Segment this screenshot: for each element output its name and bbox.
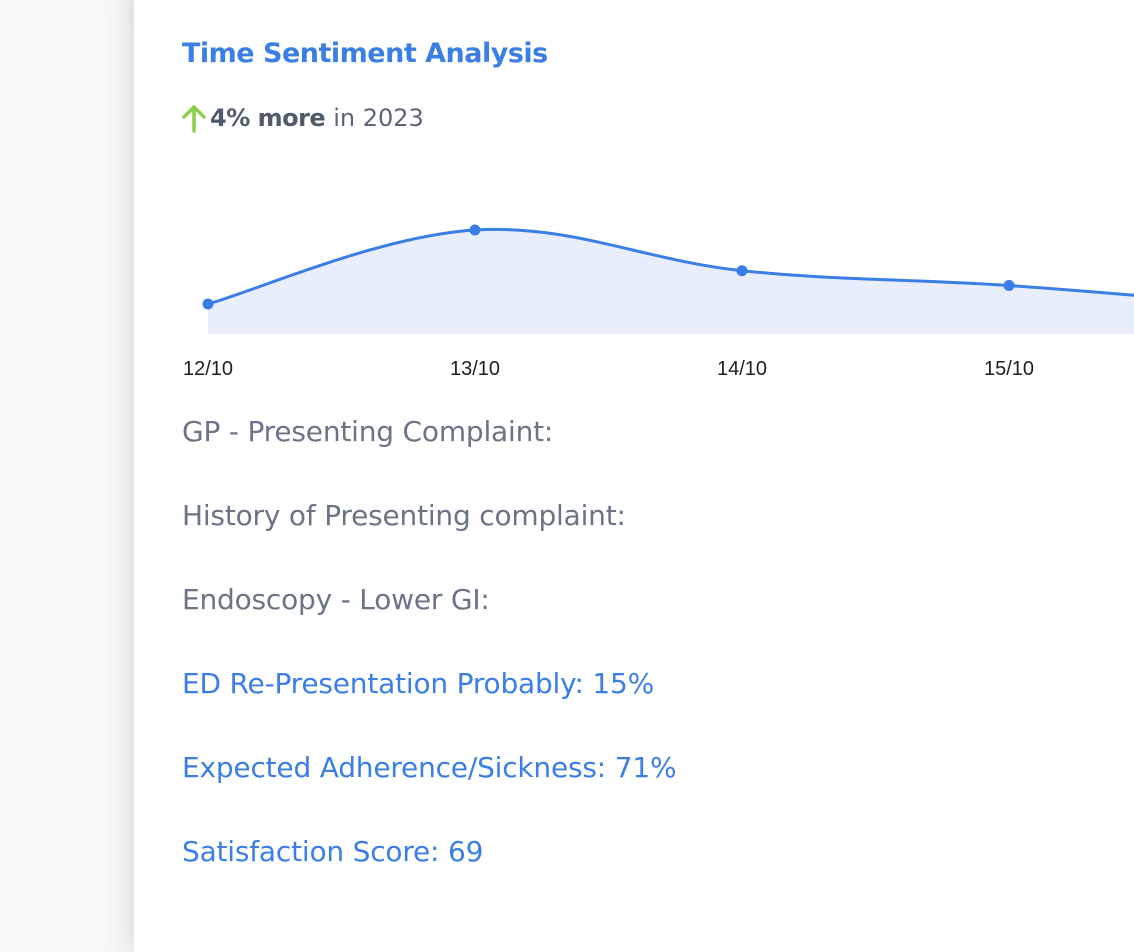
data-point[interactable]: [1003, 280, 1015, 291]
info-line: ED Re-Presentation Probably: 15%: [182, 667, 655, 700]
info-line: Endoscopy - Lower GI:: [182, 583, 490, 616]
arrow-up-icon: [180, 103, 208, 133]
info-list: GP - Presenting Complaint: History of Pre…: [182, 412, 1082, 916]
series-area: [208, 229, 1134, 334]
info-line: History of Presenting complaint:: [182, 499, 626, 532]
x-tick-label: 15/10: [984, 358, 1034, 380]
data-point[interactable]: [736, 265, 748, 277]
info-line: Satisfaction Score: 69: [182, 835, 484, 868]
info-line: GP - Presenting Complaint:: [182, 415, 554, 448]
x-tick-label: 12/10: [183, 358, 233, 380]
card-title: Time Sentiment Analysis: [182, 38, 548, 69]
sentiment-card: [134, 0, 1134, 952]
x-tick-label: 14/10: [717, 358, 767, 380]
data-point[interactable]: [469, 224, 481, 236]
trend-value: 4% more: [210, 104, 326, 132]
info-line: Expected Adherence/Sickness: 71%: [182, 751, 677, 784]
data-point[interactable]: [202, 298, 214, 310]
sentiment-chart: 12/10 13/10 14/10 15/10: [183, 224, 1134, 380]
trend-indicator: 4% more in 2023: [180, 102, 424, 134]
trend-suffix: in 2023: [333, 104, 424, 132]
x-tick-label: 13/10: [450, 358, 500, 380]
